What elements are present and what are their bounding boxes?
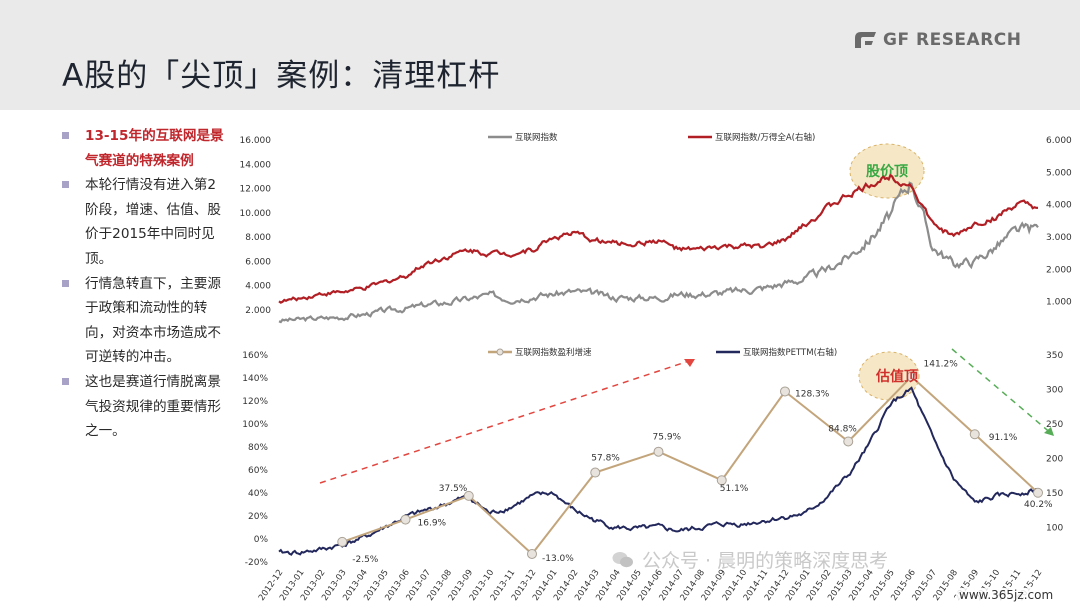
y-tick-label: 8.000 — [245, 233, 271, 243]
wechat-icon — [612, 551, 633, 567]
data-label: 57.8% — [591, 454, 620, 464]
data-point — [337, 536, 348, 547]
y-tick-label: 60% — [248, 466, 268, 476]
gf-logo-icon — [855, 32, 876, 48]
page-title: A股的「尖顶」案例：清理杠杆 — [62, 58, 501, 94]
bullet-text: 这也是赛道行情脱离景气投资规律的重要情形之一。 — [85, 373, 221, 440]
y2-tick-label: 350 — [1046, 351, 1063, 361]
y-tick-label: 120% — [242, 397, 268, 407]
data-label: 40.2% — [1024, 500, 1053, 510]
y-tick-label: 14.000 — [240, 160, 272, 170]
bullet-item: 13-15年的互联网是景气赛道的特殊案例 — [60, 124, 228, 173]
y-tick-label: 0% — [254, 535, 269, 545]
site-url: www.365jz.com — [956, 588, 1057, 602]
trend-arrowhead-green — [1044, 427, 1054, 436]
y2-tick-label: 1.000 — [1046, 298, 1072, 308]
data-point — [527, 548, 537, 559]
trend-arrow-red — [319, 358, 696, 484]
data-label: 75.9% — [653, 433, 682, 443]
legend-label: 互联网指数盈利增速 — [515, 347, 592, 358]
bullet-marker — [62, 132, 69, 139]
data-point — [463, 490, 474, 501]
legend-label: 互联网指数/万得全A(右轴) — [715, 132, 815, 143]
trend-arrowhead-red — [684, 359, 695, 367]
y-tick-label: 140% — [242, 374, 268, 384]
y2-tick-label: 200 — [1046, 455, 1063, 465]
data-label: 141.2% — [924, 360, 959, 370]
y-tick-label: 80% — [248, 443, 268, 453]
bullet-text: 行情急转直下，主要源于政策和流动性的转向，对资本市场造成不可逆转的冲击。 — [85, 275, 221, 366]
data-point — [906, 371, 917, 382]
y2-tick-label: 150 — [1046, 489, 1063, 499]
bullet-item: 本轮行情没有进入第2阶段，增速、估值、股价于2015年中同时见顶。 — [60, 173, 228, 271]
gf-research-logo: GF RESEARCH — [852, 26, 1022, 54]
logo-text: GF RESEARCH — [883, 30, 1022, 50]
data-point — [780, 386, 790, 397]
data-label: 91.1% — [989, 433, 1018, 443]
y2-tick-label: 5.000 — [1046, 168, 1072, 178]
data-point — [653, 446, 664, 457]
header-bar — [0, 0, 1080, 110]
data-label: 16.9% — [418, 519, 447, 529]
trend-arrow-green — [951, 348, 1054, 436]
data-point — [716, 475, 727, 486]
y2-tick-label: 6.000 — [1046, 136, 1072, 146]
data-label: 84.8% — [828, 424, 857, 434]
y-tick-label: 16.000 — [240, 136, 272, 146]
data-label: 51.1% — [720, 484, 749, 494]
series-line — [278, 173, 1039, 304]
data-point — [590, 467, 601, 478]
y2-tick-label: 250 — [1046, 420, 1063, 430]
bullet-text: 本轮行情没有进入第2阶段，增速、估值、股价于2015年中同时见顶。 — [85, 177, 221, 267]
data-point — [969, 429, 980, 440]
bullet-item: 这也是赛道行情脱离景气投资规律的重要情形之一。 — [60, 370, 228, 444]
valuation-top-label: 估值顶 — [875, 368, 918, 385]
data-label: -2.5% — [352, 555, 379, 565]
data-point — [1033, 487, 1043, 498]
bullet-text: 13-15年的互联网是景气赛道的特殊案例 — [85, 128, 224, 169]
y-tick-label: 4.000 — [245, 282, 271, 292]
data-point — [400, 514, 411, 525]
y-tick-label: 12.000 — [240, 185, 272, 195]
y-tick-label: 6.000 — [245, 257, 271, 267]
series-line — [278, 386, 1039, 556]
y-tick-label: 10.000 — [240, 209, 272, 219]
y-tick-label: 20% — [248, 512, 268, 522]
data-label: 37.5% — [439, 484, 468, 494]
y2-tick-label: 300 — [1046, 386, 1063, 396]
y2-tick-label: 100 — [1046, 524, 1063, 534]
price-top-label: 股价顶 — [866, 164, 908, 180]
y-tick-label: 2.000 — [245, 306, 271, 316]
watermark: 公众号 · 晨明的策略深度思考 — [612, 546, 888, 573]
series-line — [341, 375, 1039, 556]
y-tick-label: 160% — [242, 351, 268, 361]
bullet-marker — [62, 181, 69, 189]
bullet-item: 行情急转直下，主要源于政策和流动性的转向，对资本市场造成不可逆转的冲击。 — [60, 272, 228, 370]
legend-label: 互联网指数 — [515, 132, 558, 143]
bullet-marker — [62, 377, 69, 385]
bullet-list: 13-15年的互联网是景气赛道的特殊案例 本轮行情没有进入第2阶段，增速、估值、… — [60, 124, 228, 444]
y-tick-label: 40% — [248, 489, 268, 499]
data-label: 128.3% — [795, 389, 830, 399]
series-line — [278, 181, 1039, 324]
data-point — [843, 436, 854, 447]
data-label: -13.0% — [542, 554, 574, 564]
y-tick-label: -20% — [245, 558, 269, 568]
y2-tick-label: 4.000 — [1046, 201, 1072, 211]
y2-tick-label: 2.000 — [1046, 265, 1072, 275]
y-tick-label: 100% — [242, 420, 268, 430]
y2-tick-label: 3.000 — [1046, 233, 1072, 243]
legend-label: 互联网指数PETTM(右轴) — [743, 347, 837, 358]
bullet-marker — [62, 279, 69, 287]
watermark-text: 公众号 · 晨明的策略深度思考 — [642, 550, 889, 572]
legend-marker — [496, 348, 504, 356]
